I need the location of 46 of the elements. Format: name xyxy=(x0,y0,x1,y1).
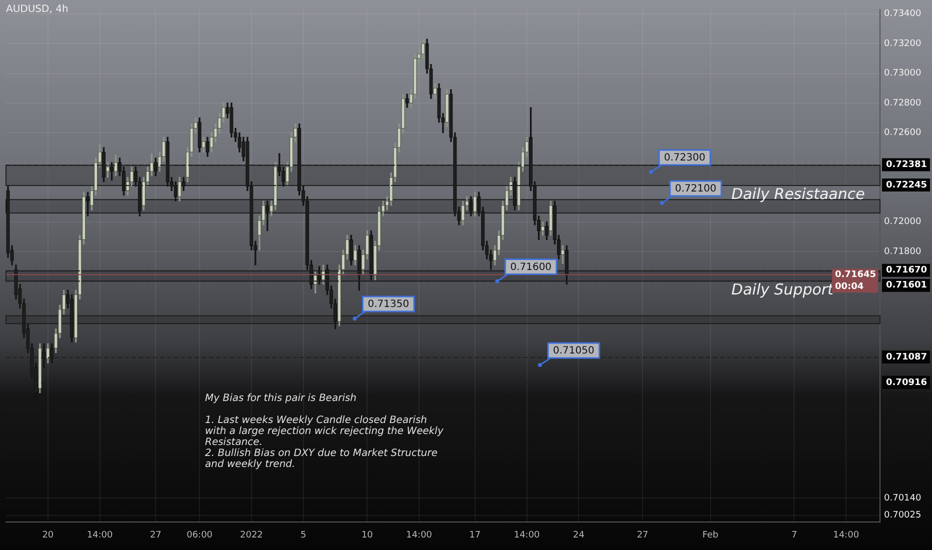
annotation: 0.71600 xyxy=(510,262,552,273)
y-tick-label: 0.73200 xyxy=(884,38,922,49)
ref-line-label: 0.71670 xyxy=(886,266,927,276)
x-tick-label: 14:00 xyxy=(514,530,540,541)
y-tick-label: 0.73000 xyxy=(884,68,922,79)
x-tick-label: 24 xyxy=(572,530,585,541)
annotation: 0.71050 xyxy=(553,346,594,357)
candlestick xyxy=(540,222,545,236)
y-tick-label: 0.70025 xyxy=(884,510,922,521)
y-tick-label: 0.70140 xyxy=(884,494,922,504)
ref-line-label: 0.71645 00:04 xyxy=(835,270,876,292)
annotation: 0.71350 xyxy=(368,299,410,310)
x-tick-label: 14:00 xyxy=(86,530,114,541)
y-tick-label: 0.72800 xyxy=(884,98,922,108)
y-tick-label: 0.71800 xyxy=(884,246,922,257)
x-tick-label: 27 xyxy=(150,530,162,541)
candlestick xyxy=(560,245,565,264)
x-tick-label: 17 xyxy=(469,530,481,541)
ref-line-label: 0.72245 xyxy=(886,180,927,190)
ref-line-label: 0.71601 xyxy=(886,280,927,291)
y-tick-label: 0.72000 xyxy=(884,217,922,228)
x-tick-label: 7 xyxy=(791,530,798,541)
x-tick-label: 14:00 xyxy=(406,530,432,541)
x-tick-label: Feb xyxy=(702,530,719,541)
x-tick-label: 5 xyxy=(300,530,306,541)
x-tick-label: 27 xyxy=(636,530,648,541)
candlestick xyxy=(544,222,549,240)
ref-line-label: 0.71087 xyxy=(886,352,927,362)
ref-line-label: 0.72381 xyxy=(886,160,927,170)
x-tick-label: 14:00 xyxy=(833,530,860,541)
x-tick-label: 20 xyxy=(42,530,54,541)
annotation: My Bias for this pair is Bearish 1. Last weeks Weekly Candle closed Bearish with a large rejection wick rejecting the Weekly Resistance. 2. Bullish Bias on DXY due to Market Structure and weekly trend. xyxy=(205,393,444,470)
candlestick xyxy=(114,154,118,176)
chart-title: AUDUSD, 4h xyxy=(6,4,68,15)
x-tick-label: 10 xyxy=(361,530,374,541)
x-tick-label: 2022 xyxy=(240,530,263,541)
x-tick-label: 06:00 xyxy=(186,530,213,541)
candlestick xyxy=(106,162,110,178)
y-tick-label: 0.72600 xyxy=(884,128,922,138)
annotation: 0.72300 xyxy=(664,152,706,164)
ref-line-label: 0.70916 xyxy=(886,378,927,388)
annotation: 0.72100 xyxy=(675,184,716,195)
y-tick-label: 0.73400 xyxy=(884,9,922,20)
band-label: Daily Support xyxy=(731,280,835,299)
candlestick xyxy=(548,200,553,236)
band-label: Daily Resistaance xyxy=(731,184,865,203)
